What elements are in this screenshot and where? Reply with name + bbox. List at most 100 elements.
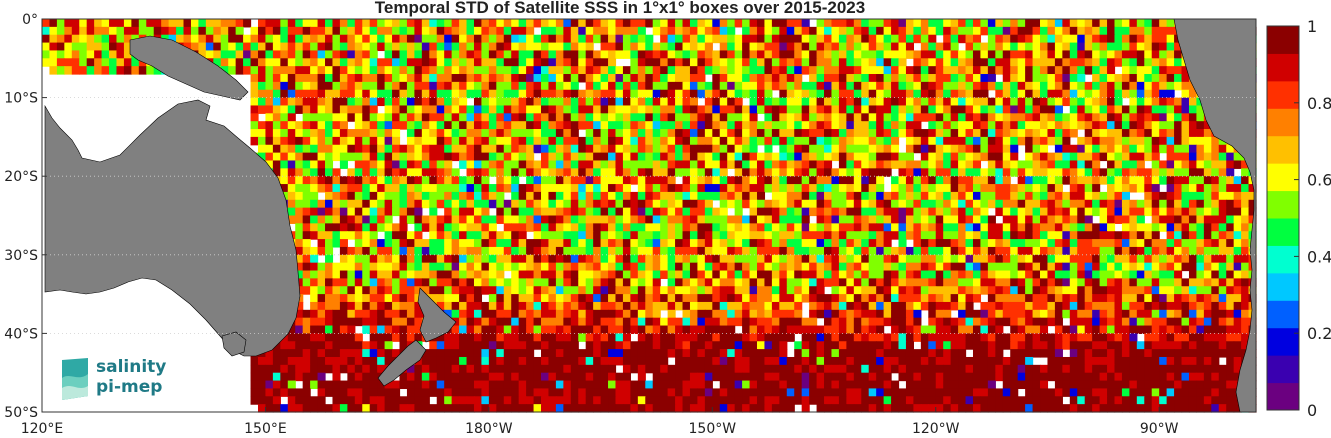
sss-cell — [600, 34, 609, 44]
sss-cell — [496, 191, 505, 201]
sss-cell — [280, 129, 289, 138]
sss-cell — [362, 50, 371, 59]
sss-cell — [503, 58, 512, 67]
sss-cell — [831, 152, 840, 162]
sss-cell — [444, 286, 453, 295]
sss-cell — [1017, 262, 1026, 272]
sss-cell — [429, 231, 438, 240]
sss-cell — [980, 74, 989, 83]
sss-cell — [1092, 223, 1101, 232]
sss-cell — [421, 34, 430, 44]
sss-cell — [1188, 254, 1198, 264]
sss-cell — [392, 294, 401, 303]
sss-cell — [578, 278, 587, 287]
sss-cell — [876, 223, 885, 232]
sss-cell — [972, 113, 982, 122]
sss-cell — [384, 121, 393, 130]
sss-cell — [1241, 239, 1250, 248]
sss-cell — [1129, 254, 1138, 264]
sss-cell — [816, 136, 825, 146]
sss-cell — [1233, 262, 1242, 272]
sss-cell — [1211, 286, 1220, 295]
sss-cell — [675, 231, 684, 240]
sss-cell — [1166, 270, 1175, 279]
sss-cell — [809, 207, 818, 217]
sss-cell — [1002, 191, 1011, 201]
sss-cell — [1241, 199, 1250, 209]
sss-cell — [935, 199, 944, 209]
sss-cell — [1025, 42, 1034, 52]
sss-cell — [861, 121, 870, 130]
sss-cell — [1017, 129, 1026, 138]
sss-cell — [1032, 74, 1041, 83]
sss-cell — [928, 105, 937, 114]
sss-cell — [317, 66, 326, 75]
sss-cell — [399, 286, 408, 295]
sss-cell — [109, 26, 118, 36]
sss-cell — [64, 34, 73, 44]
sss-cell — [347, 223, 356, 232]
sss-cell — [876, 278, 885, 287]
sss-cell — [905, 152, 914, 162]
sss-cell — [1129, 136, 1138, 146]
sss-cell — [883, 97, 892, 107]
sss-cell — [838, 26, 847, 36]
sss-cell — [935, 66, 944, 75]
sss-cell — [1040, 254, 1049, 264]
sss-cell — [414, 50, 423, 59]
sss-cell — [473, 81, 483, 91]
sss-cell — [1218, 278, 1227, 287]
sss-cell — [1040, 184, 1049, 193]
sss-cell — [608, 97, 617, 107]
sss-cell — [1010, 239, 1019, 248]
sss-cell — [1092, 160, 1101, 169]
sss-cell — [548, 160, 557, 169]
sss-cell — [272, 34, 281, 44]
sss-cell — [1188, 215, 1198, 224]
sss-cell — [682, 121, 691, 130]
sss-cell — [406, 42, 415, 52]
sss-cell — [704, 160, 713, 169]
sss-cell — [615, 184, 624, 193]
sss-cell — [928, 66, 937, 75]
sss-cell — [883, 42, 892, 52]
sss-cell — [838, 160, 847, 169]
sss-cell — [1144, 270, 1153, 279]
sss-cell — [1084, 160, 1093, 169]
sss-cell — [481, 129, 490, 138]
sss-cell — [1166, 121, 1175, 130]
sss-cell — [719, 223, 728, 232]
sss-cell — [503, 50, 512, 59]
sss-cell — [1233, 270, 1242, 279]
sss-cell — [466, 262, 475, 272]
sss-cell — [1159, 97, 1168, 107]
sss-cell — [987, 176, 996, 185]
sss-cell — [786, 286, 795, 295]
sss-cell — [853, 278, 862, 287]
sss-cell — [488, 270, 497, 279]
sss-cell — [1069, 270, 1078, 279]
sss-cell — [295, 231, 304, 240]
sss-cell — [421, 74, 430, 83]
sss-cell — [987, 50, 996, 59]
sss-cell — [451, 294, 460, 303]
sss-cell — [481, 58, 490, 67]
sss-cell — [935, 152, 944, 162]
sss-cell — [905, 231, 914, 240]
sss-cell — [444, 270, 453, 279]
sss-cell — [317, 239, 326, 248]
sss-cell — [1144, 286, 1153, 295]
sss-cell — [518, 294, 527, 303]
sss-cell — [414, 254, 423, 264]
sss-cell — [302, 26, 311, 36]
sss-cell — [1025, 294, 1034, 303]
sss-cell — [347, 262, 356, 272]
sss-cell — [1017, 58, 1026, 67]
sss-cell — [600, 66, 609, 75]
sss-cell — [1047, 191, 1056, 201]
sss-cell — [1040, 286, 1049, 295]
sss-cell — [779, 97, 788, 107]
sss-cell — [414, 81, 423, 91]
sss-cell — [689, 246, 699, 256]
sss-cell — [548, 294, 557, 303]
